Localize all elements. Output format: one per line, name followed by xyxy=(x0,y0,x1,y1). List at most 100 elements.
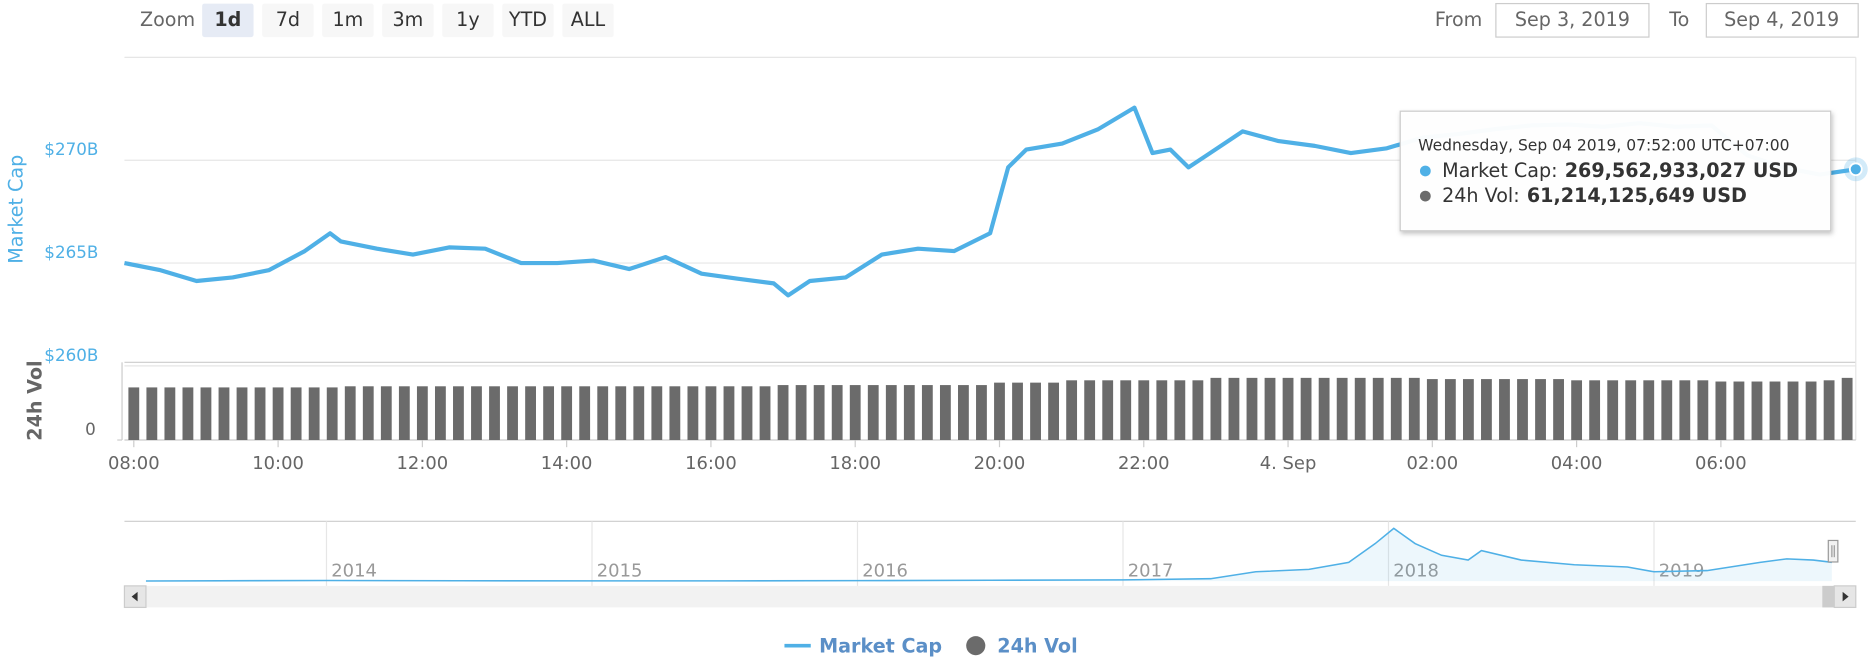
volume-bar xyxy=(272,387,284,441)
x-tick-label: 14:00 xyxy=(541,453,593,474)
legend-label[interactable]: Market Cap xyxy=(819,634,942,657)
volume-bar xyxy=(1733,381,1745,441)
scrollbar-right-arrow xyxy=(1842,591,1849,602)
volume-bar xyxy=(1138,380,1150,441)
x-tick-label: 18:00 xyxy=(829,453,881,474)
zoom-button-label[interactable]: 1y xyxy=(456,8,480,31)
volume-bar xyxy=(1246,377,1258,441)
volume-bar xyxy=(471,386,482,441)
volume-bar xyxy=(633,386,645,441)
volume-bar xyxy=(1372,377,1384,441)
volume-bar xyxy=(146,387,158,441)
volume-bar xyxy=(867,385,879,441)
volume-bar xyxy=(1517,379,1528,441)
volume-bar xyxy=(380,386,392,441)
tooltip-row: Market Cap: 269,562,933,027 USD xyxy=(1442,158,1798,181)
volume-bar xyxy=(1192,380,1204,441)
volume-bar xyxy=(723,386,735,441)
volume-bar xyxy=(1462,379,1474,441)
zoom-button-label[interactable]: 1d xyxy=(214,8,241,31)
zoom-button-label[interactable]: 3m xyxy=(393,8,424,31)
volume-bar xyxy=(1048,382,1060,441)
to-label: To xyxy=(1668,8,1689,31)
volume-bar xyxy=(1643,380,1655,441)
volume-bar xyxy=(741,386,753,441)
scrollbar-track[interactable] xyxy=(124,585,1856,608)
zoom-label: Zoom xyxy=(140,8,195,31)
volume-bar xyxy=(1012,382,1023,441)
volume-bar xyxy=(1535,379,1546,441)
volume-bar xyxy=(182,387,194,441)
volume-bar xyxy=(1661,380,1673,441)
zoom-button[interactable] xyxy=(202,3,254,38)
volume-bar xyxy=(561,386,573,441)
from-value[interactable]: Sep 3, 2019 xyxy=(1515,8,1630,31)
volume-bar xyxy=(398,386,410,441)
volume-bar xyxy=(1625,380,1637,441)
volume-bar xyxy=(1066,380,1078,441)
scrollbar-thumb[interactable] xyxy=(1822,585,1835,608)
zoom-button-label[interactable]: 1m xyxy=(332,8,363,31)
tooltip-dot xyxy=(1419,190,1431,202)
volume-bar xyxy=(705,386,717,441)
y-tick-label: $270B xyxy=(44,139,98,159)
x-tick-label: 06:00 xyxy=(1695,453,1747,474)
to-input[interactable] xyxy=(1705,2,1859,38)
volume-bar xyxy=(200,387,212,441)
volume-bar xyxy=(669,386,681,441)
to-value[interactable]: Sep 4, 2019 xyxy=(1724,8,1839,31)
volume-bar xyxy=(958,385,969,441)
zoom-button[interactable] xyxy=(382,3,434,38)
volume-bar xyxy=(1264,377,1276,441)
zoom-button[interactable] xyxy=(562,3,614,38)
hover-point xyxy=(1848,162,1863,177)
navigator-handle[interactable] xyxy=(1827,539,1839,563)
tooltip-row: 24h Vol: 61,214,125,649 USD xyxy=(1442,184,1747,207)
navigator-tick-label: 2015 xyxy=(597,561,643,582)
volume-bar xyxy=(1481,379,1492,441)
volume-bar xyxy=(687,386,699,441)
volume-bar xyxy=(489,386,500,441)
navigator-tick-label: 2017 xyxy=(1128,561,1174,582)
zoom-button[interactable] xyxy=(262,3,314,38)
volume-bar xyxy=(164,387,176,441)
volume-bar xyxy=(1318,377,1330,441)
zoom-button-label[interactable]: ALL xyxy=(571,8,606,31)
zoom-button-label[interactable]: 7d xyxy=(276,8,300,31)
volume-bar xyxy=(326,387,338,441)
zoom-button[interactable] xyxy=(442,3,494,38)
volume-bar xyxy=(1120,380,1132,441)
volume-bar xyxy=(1282,377,1294,441)
from-input[interactable] xyxy=(1495,2,1650,38)
volume-bar xyxy=(1084,380,1096,441)
y-axis-title: Market Cap xyxy=(4,155,27,264)
navigator-area xyxy=(145,528,1832,582)
x-tick-label: 08:00 xyxy=(108,453,160,474)
y2-tick-label: 0 xyxy=(85,419,96,439)
volume-bar xyxy=(507,386,518,441)
navigator-tick-label: 2018 xyxy=(1393,561,1439,582)
y-tick-label: $260B xyxy=(44,345,98,365)
volume-bar xyxy=(1408,377,1420,441)
volume-bar xyxy=(1210,377,1222,441)
zoom-button[interactable] xyxy=(322,3,374,38)
x-tick-label: 12:00 xyxy=(397,453,449,474)
volume-bar xyxy=(1841,377,1853,441)
volume-bar xyxy=(1174,380,1186,441)
legend-label[interactable]: 24h Vol xyxy=(997,634,1077,657)
volume-bar xyxy=(994,382,1005,441)
volume-bar xyxy=(1769,381,1781,441)
volume-bar xyxy=(1805,381,1817,441)
y-tick-label: $265B xyxy=(44,242,98,262)
zoom-button[interactable] xyxy=(502,3,554,38)
volume-bar xyxy=(1156,380,1168,441)
volume-bar xyxy=(597,386,609,441)
volume-bar xyxy=(1426,379,1438,441)
volume-bar xyxy=(1390,377,1402,441)
volume-bar xyxy=(939,385,951,441)
volume-bar xyxy=(1553,379,1564,441)
legend-swatch[interactable] xyxy=(966,636,986,656)
zoom-button-label[interactable]: YTD xyxy=(508,8,547,31)
volume-bar xyxy=(1228,377,1240,441)
